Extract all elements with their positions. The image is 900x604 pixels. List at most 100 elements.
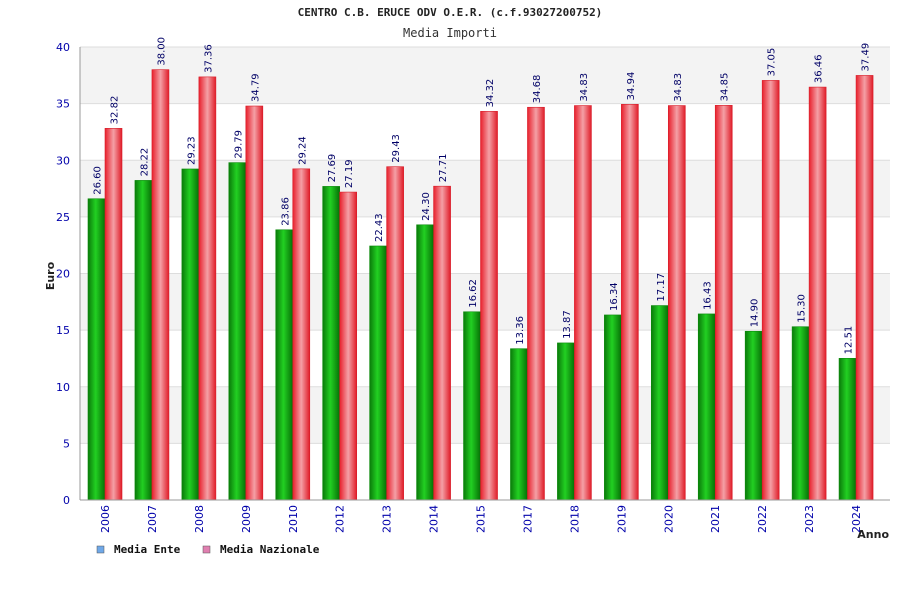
y-axis-label: Euro (44, 261, 57, 290)
x-tick-label: 2008 (193, 505, 206, 533)
y-tick-label: 10 (56, 381, 70, 394)
bar-media-ente (838, 358, 857, 501)
data-labels: 26.60 32.82 28.22 38.00 29.23 37.36 29.79 34.79… (93, 37, 872, 354)
data-label: 28.22 (139, 148, 150, 177)
y-tick-label: 15 (56, 324, 70, 337)
x-axis-label: Anno (857, 528, 889, 541)
bar-media-nazionale (386, 166, 404, 501)
data-label: 36.46 (814, 54, 825, 83)
bar-media-nazionale (433, 185, 451, 501)
data-label: 34.85 (720, 73, 731, 102)
bar-media-ente (416, 224, 434, 501)
bar-media-nazionale (527, 106, 545, 501)
data-label: 34.94 (626, 72, 637, 101)
bar-media-nazionale (808, 86, 827, 501)
x-tick-label: 2021 (709, 505, 722, 533)
bar-media-ente (697, 313, 716, 501)
data-label: 27.19 (344, 159, 355, 188)
data-label: 34.83 (673, 73, 684, 102)
bar-media-ente (181, 168, 200, 501)
y-tick-label: 25 (56, 211, 70, 224)
legend-label-media-ente: Media Ente (114, 543, 181, 556)
y-tick-label: 0 (63, 494, 70, 507)
bar-media-nazionale (574, 105, 592, 501)
data-label: 34.68 (532, 75, 543, 104)
legend-label-media-nazionale: Media Nazionale (220, 543, 320, 556)
bar-media-ente (87, 198, 106, 501)
bar-media-nazionale (292, 168, 311, 501)
data-label: 12.51 (844, 326, 855, 355)
bar-media-nazionale (761, 80, 780, 501)
x-axis-ticks: 2006 2007 2008 2009 2010 2012 2013 2014 2015 2017… (99, 505, 863, 533)
x-tick-label: 2017 (521, 505, 534, 533)
data-label: 14.90 (750, 299, 761, 328)
y-tick-label: 35 (56, 98, 70, 111)
bar-media-ente (275, 229, 294, 501)
bar-media-ente (791, 326, 810, 501)
chart-title: CENTRO C.B. ERUCE ODV O.E.R. (c.f.930272… (298, 6, 603, 19)
y-tick-label: 30 (56, 154, 70, 167)
x-tick-label: 2006 (99, 505, 112, 533)
data-label: 29.79 (233, 130, 244, 159)
data-label: 34.83 (579, 73, 590, 102)
bar-media-ente (604, 314, 622, 501)
data-label: 13.87 (562, 310, 573, 339)
legend: Media Ente Media Nazionale (96, 543, 320, 556)
data-label: 29.24 (297, 136, 308, 165)
x-tick-label: 2014 (428, 505, 441, 533)
data-label: 16.43 (703, 281, 714, 310)
bar-media-ente (228, 162, 247, 501)
data-label: 22.43 (374, 213, 385, 242)
bar-media-nazionale (714, 105, 733, 501)
data-label: 15.30 (797, 294, 808, 323)
x-tick-label: 2013 (381, 505, 394, 533)
x-tick-label: 2022 (756, 505, 769, 533)
data-label: 23.86 (280, 197, 291, 226)
y-axis-ticks: 0 5 10 15 20 25 30 35 40 (56, 41, 70, 507)
data-label: 37.49 (861, 43, 872, 72)
x-tick-label: 2007 (146, 505, 159, 533)
bar-media-ente (369, 245, 387, 501)
bar-media-nazionale (198, 76, 217, 501)
bar-media-ente (744, 330, 763, 501)
data-label: 29.23 (186, 136, 197, 165)
y-tick-label: 40 (56, 41, 70, 54)
data-label: 32.82 (110, 96, 121, 125)
data-label: 27.69 (327, 154, 338, 183)
x-tick-label: 2023 (803, 505, 816, 533)
legend-swatch-media-ente (96, 545, 105, 554)
chart-subtitle: Media Importi (403, 26, 497, 40)
bar-media-ente (650, 305, 669, 501)
data-label: 16.62 (468, 279, 479, 308)
data-label: 37.36 (203, 44, 214, 73)
bar-media-ente (134, 180, 153, 501)
bar-media-nazionale (151, 69, 170, 501)
x-tick-label: 2012 (334, 505, 347, 533)
bar-media-ente (322, 186, 341, 501)
data-label: 34.32 (485, 79, 496, 108)
x-tick-label: 2024 (850, 505, 863, 533)
bar-media-nazionale (245, 105, 264, 501)
data-label: 17.17 (656, 273, 667, 302)
bars (87, 69, 874, 501)
legend-swatch-media-nazionale (202, 545, 211, 554)
bar-media-nazionale (621, 104, 639, 501)
data-label: 27.71 (438, 154, 449, 183)
y-tick-label: 5 (63, 437, 70, 450)
data-label: 38.00 (156, 37, 167, 66)
x-tick-label: 2015 (475, 505, 488, 533)
x-tick-label: 2018 (568, 505, 581, 533)
x-tick-label: 2010 (287, 505, 300, 533)
bar-media-nazionale (480, 111, 498, 501)
bar-media-nazionale (855, 75, 874, 501)
data-label: 29.43 (391, 134, 402, 163)
data-label: 24.30 (421, 192, 432, 221)
bar-media-nazionale (104, 128, 123, 501)
data-label: 26.60 (93, 166, 104, 195)
data-label: 13.36 (515, 316, 526, 345)
x-tick-label: 2019 (615, 505, 628, 533)
bar-media-ente (510, 348, 528, 501)
data-label: 37.05 (767, 48, 778, 77)
